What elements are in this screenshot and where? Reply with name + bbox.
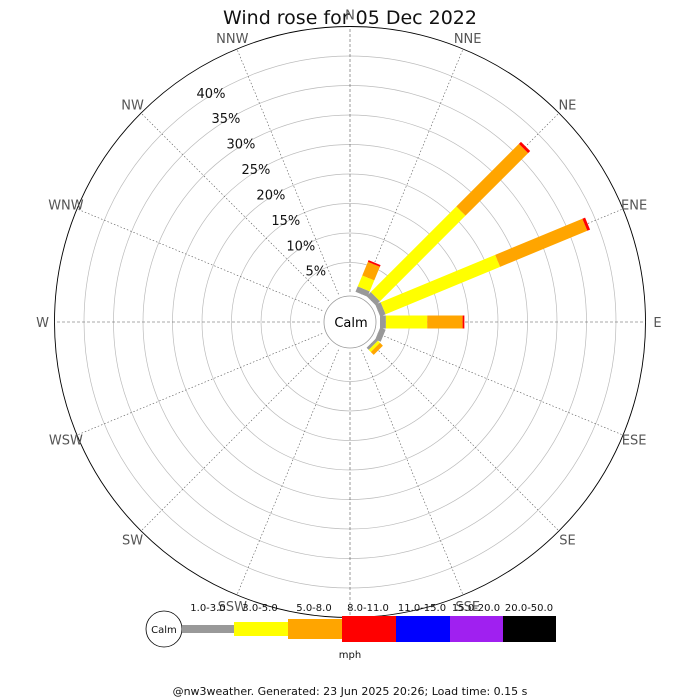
direction-label-se: SE xyxy=(559,533,575,548)
direction-label-ssw: SSW xyxy=(218,600,248,615)
legend-label-11.0-15.0: 11.0-15.0 xyxy=(398,603,446,614)
direction-label-w: W xyxy=(36,316,49,331)
spoke-ese xyxy=(377,333,624,436)
direction-label-ese: ESE xyxy=(622,434,647,449)
radial-labels: 5% 10% 15% 20% 25% 30% 35% 40% xyxy=(197,87,327,280)
bar-e-8.0-11.0 xyxy=(462,315,465,329)
direction-label-n: N xyxy=(345,9,355,24)
bar-ne-8.0-11.0 xyxy=(518,141,531,154)
legend-label-8.0-11.0: 8.0-11.0 xyxy=(347,603,389,614)
direction-label-sse: SSE xyxy=(455,600,480,615)
legend-swatch-1.0-3.0 xyxy=(182,625,234,633)
legend-label-1.0-3.0: 1.0-3.0 xyxy=(190,603,225,614)
calm-circle xyxy=(323,295,377,349)
spoke-wsw xyxy=(76,333,323,436)
bar-ese-1.0-3.0 xyxy=(375,327,386,342)
bar-ne-3.0-5.0 xyxy=(370,206,466,302)
wind-bars xyxy=(355,141,591,355)
radial-label: 35% xyxy=(212,112,241,127)
spoke-nnw xyxy=(236,48,339,295)
grid-ring xyxy=(231,203,469,441)
bar-ene-3.0-5.0 xyxy=(380,254,501,315)
legend-label-5.0-8.0: 5.0-8.0 xyxy=(296,603,331,614)
radial-label: 20% xyxy=(256,188,285,203)
direction-label-ene: ENE xyxy=(621,198,647,213)
direction-label-e: E xyxy=(653,316,661,331)
chart-title: Wind rose for 05 Dec 2022 xyxy=(223,7,477,29)
bar-e-1.0-3.0 xyxy=(380,315,386,329)
legend-swatch-3.0-5.0 xyxy=(234,622,288,636)
legend-label-15.0-20.0: 15.0-20.0 xyxy=(452,603,500,614)
bar-se-1.0-3.0 xyxy=(366,338,378,350)
spoke-sse xyxy=(361,349,464,596)
bar-ene-1.0-3.0 xyxy=(375,302,386,317)
radial-label: 25% xyxy=(241,163,270,178)
radial-label: 40% xyxy=(197,87,226,102)
bar-e-5.0-8.0 xyxy=(427,315,463,329)
radial-label: 10% xyxy=(286,239,315,254)
spoke-nw xyxy=(140,112,329,301)
bar-ne-1.0-3.0 xyxy=(366,292,380,306)
spoke-ssw xyxy=(236,349,339,596)
legend-swatch-20.0-50.0 xyxy=(503,616,556,642)
bar-ne-5.0-8.0 xyxy=(456,143,529,216)
bar-nne-3.0-5.0 xyxy=(357,275,375,292)
legend-calm-label: Calm xyxy=(151,625,177,636)
direction-spokes xyxy=(54,26,646,618)
calm-label: Calm xyxy=(334,316,367,331)
direction-label-sw: SW xyxy=(122,533,143,548)
direction-label-ne: NE xyxy=(558,99,576,114)
legend-label-3.0-5.0: 3.0-5.0 xyxy=(242,603,277,614)
bar-se-5.0-8.0 xyxy=(370,342,383,355)
bar-nne-5.0-8.0 xyxy=(362,261,380,281)
bar-nne-1.0-3.0 xyxy=(355,286,370,297)
direction-label-wnw: WNW xyxy=(48,198,84,213)
spoke-se xyxy=(371,343,560,532)
bar-ene-8.0-11.0 xyxy=(582,217,591,231)
calm-center: Calm xyxy=(323,295,377,349)
direction-label-nne: NNE xyxy=(454,32,482,47)
legend-swatch-15.0-20.0 xyxy=(450,616,503,642)
bar-se-3.0-5.0 xyxy=(368,340,380,352)
footer-text: @nw3weather. Generated: 23 Jun 2025 20:2… xyxy=(173,685,528,698)
legend-unit: mph xyxy=(339,650,361,661)
radial-label: 5% xyxy=(305,265,326,280)
bar-e-3.0-5.0 xyxy=(385,315,428,329)
spoke-sw xyxy=(140,343,329,532)
bar-nne-8.0-11.0 xyxy=(367,260,381,267)
direction-label-nw: NW xyxy=(121,99,144,114)
direction-label-nnw: NNW xyxy=(216,32,248,47)
legend-swatch-11.0-15.0 xyxy=(396,616,450,642)
radial-label: 15% xyxy=(271,214,300,229)
bar-ene-5.0-8.0 xyxy=(495,218,588,267)
legend-label-20.0-50.0: 20.0-50.0 xyxy=(505,603,553,614)
spoke-wnw xyxy=(76,208,323,311)
spoke-ne xyxy=(371,112,560,301)
legend-swatch-5.0-8.0 xyxy=(288,619,342,639)
legend-swatch-8.0-11.0 xyxy=(342,616,396,642)
spoke-nne xyxy=(361,48,464,295)
direction-label-wsw: WSW xyxy=(49,434,83,449)
radial-label: 30% xyxy=(226,138,255,153)
legend: Calm mph 1.0-3.0 3.0-5.0 5.0-8.0 8.0-11.0 11… xyxy=(145,603,556,661)
